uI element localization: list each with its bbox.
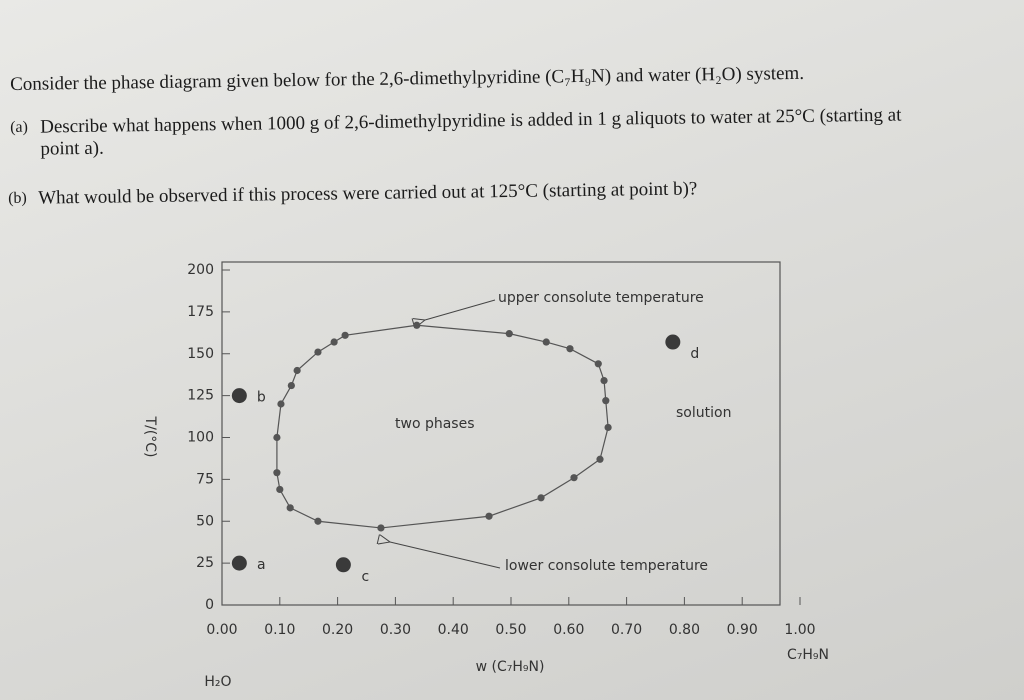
data-point	[604, 423, 612, 432]
data-point	[377, 524, 385, 532]
data-point	[602, 397, 610, 405]
data-point	[286, 504, 294, 512]
left-component: H₂O	[204, 674, 231, 690]
x-tick-label: 0.00	[206, 622, 237, 638]
x-tick-label: 0.90	[727, 622, 758, 638]
data-point	[485, 512, 493, 520]
annotation-arrow	[390, 542, 501, 569]
plot-frame	[221, 261, 781, 606]
annotation-arrow	[425, 299, 496, 320]
data-point	[276, 485, 284, 494]
annotation: lower consolute temperature	[505, 558, 708, 574]
y-tick-label: 50	[196, 513, 214, 529]
data-point	[596, 455, 604, 463]
data-point	[505, 330, 513, 338]
data-point	[594, 360, 602, 368]
y-tick-label: 25	[196, 555, 214, 571]
data-point	[341, 331, 349, 339]
y-tick-label: 150	[187, 346, 214, 362]
data-point	[314, 348, 322, 356]
x-tick-label: 0.60	[553, 622, 584, 638]
x-tick-label: 0.30	[380, 622, 411, 638]
data-point	[537, 494, 545, 502]
y-tick-label: 0	[205, 597, 214, 613]
annotation: upper consolute temperature	[498, 290, 704, 306]
labeled-point	[231, 555, 247, 571]
data-point	[542, 338, 550, 346]
data-point	[287, 381, 295, 390]
annotation: solution	[676, 405, 731, 421]
y-axis-label: T/(°C)	[142, 416, 158, 458]
data-point	[314, 517, 322, 525]
y-tick-label: 100	[187, 430, 214, 446]
data-point	[273, 469, 281, 477]
data-point	[413, 321, 421, 329]
labeled-point	[665, 334, 681, 350]
x-tick-label: 0.80	[669, 622, 700, 638]
labeled-point	[231, 388, 247, 404]
data-point	[566, 345, 574, 353]
x-tick-label: 0.70	[611, 622, 642, 638]
data-point	[330, 338, 338, 346]
point-label: d	[690, 346, 699, 362]
x-tick-label: 1.00	[784, 622, 815, 638]
x-axis-label: w (C₇H₉N)	[476, 659, 545, 675]
point-label: a	[257, 557, 266, 573]
y-tick-label: 175	[187, 304, 214, 320]
data-point	[273, 433, 281, 442]
x-tick-label: 0.10	[264, 622, 295, 638]
y-tick-label: 125	[187, 388, 214, 404]
point-label: c	[362, 569, 370, 585]
annotation: two phases	[395, 416, 475, 432]
y-tick-label: 200	[187, 262, 214, 278]
x-tick-label: 0.50	[495, 622, 526, 638]
labeled-point	[335, 557, 351, 573]
right-component: C₇H₉N	[787, 647, 829, 663]
y-tick-label: 75	[196, 471, 214, 487]
x-tick-label: 0.20	[322, 622, 353, 638]
data-point	[277, 400, 285, 408]
data-point	[293, 366, 301, 375]
data-point	[600, 376, 608, 385]
point-label: b	[257, 390, 266, 406]
x-tick-label: 0.40	[438, 622, 469, 638]
data-point	[570, 474, 578, 482]
